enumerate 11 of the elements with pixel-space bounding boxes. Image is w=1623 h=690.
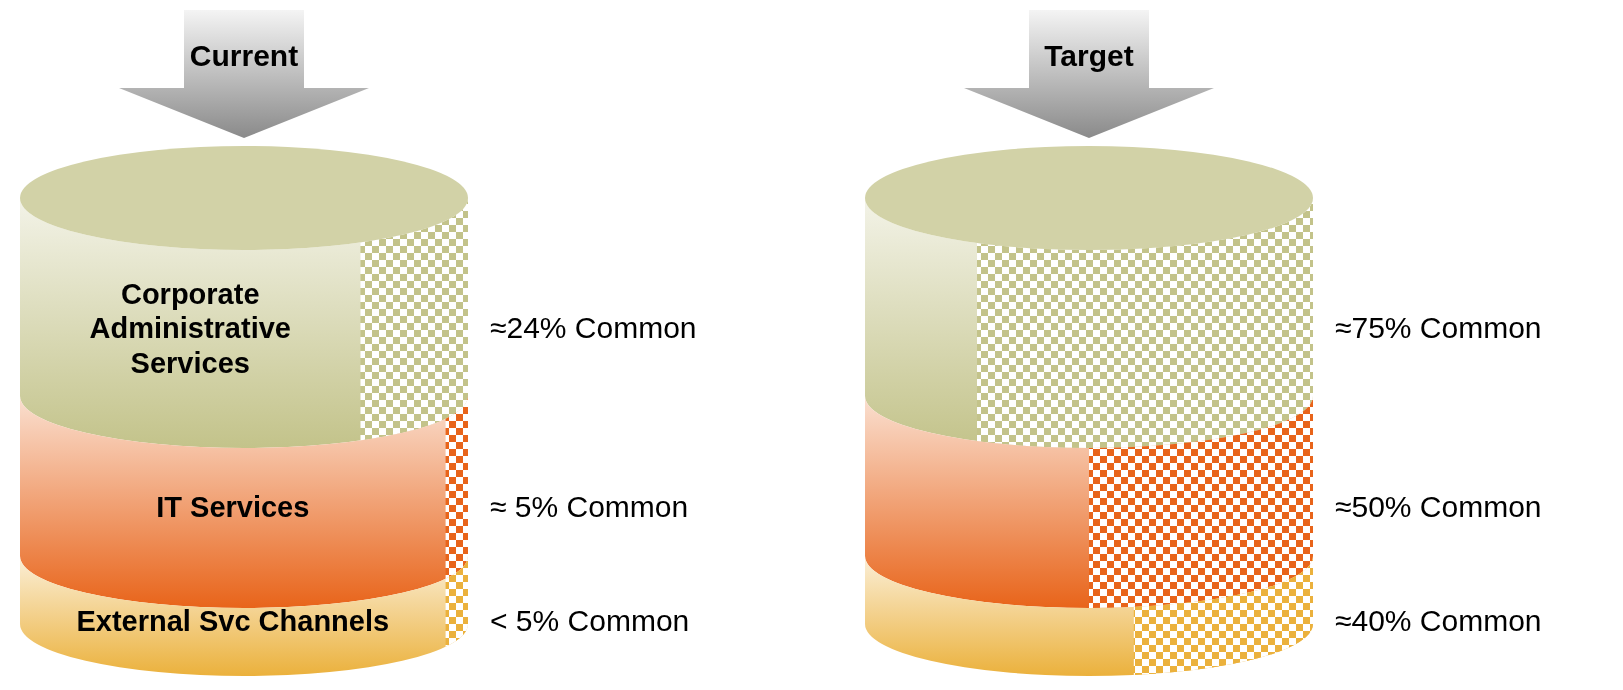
data-label: ≈ 5% Common bbox=[490, 490, 689, 524]
data-label: < 5% Common bbox=[490, 604, 690, 638]
category-label: Corporate Administrative Services bbox=[89, 277, 291, 380]
text: Current bbox=[189, 39, 299, 72]
data-label: ≈40% Common bbox=[1335, 604, 1542, 638]
data-label: ≈24% Common bbox=[490, 311, 697, 345]
text: Target bbox=[1044, 39, 1134, 72]
data-label: ≈50% Common bbox=[1335, 490, 1542, 524]
category-label: External Svc Channels bbox=[76, 605, 390, 638]
category-label: IT Services bbox=[156, 491, 310, 524]
data-label: ≈75% Common bbox=[1335, 311, 1542, 345]
